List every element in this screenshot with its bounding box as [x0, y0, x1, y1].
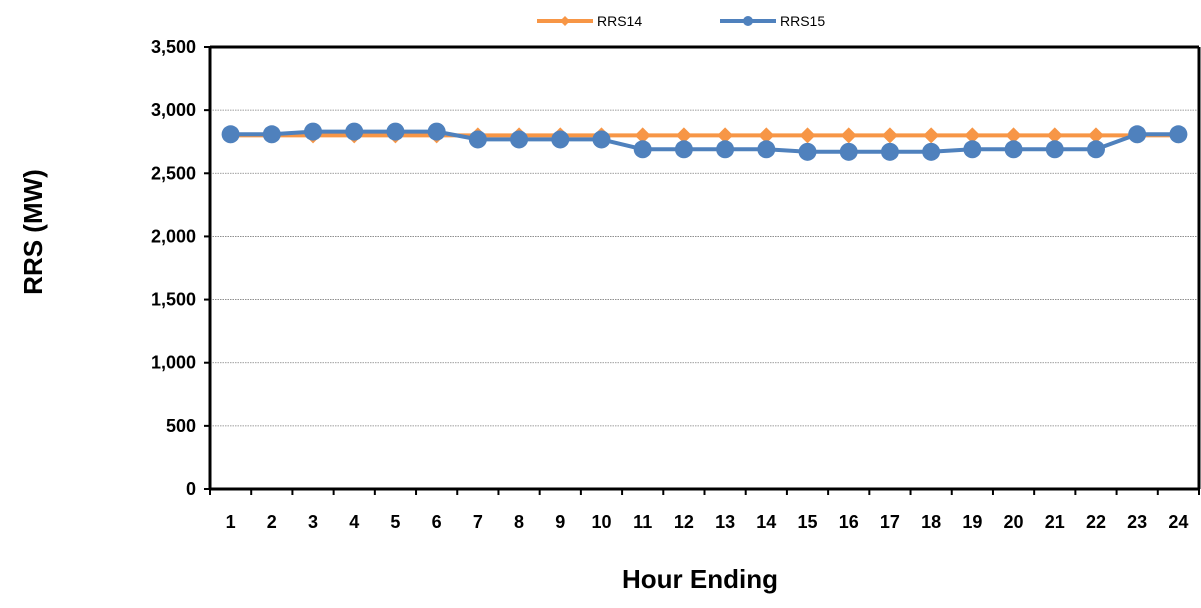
- data-point: [964, 127, 981, 144]
- y-tick-label: 2,000: [151, 226, 196, 246]
- y-tick-label: 3,500: [151, 37, 196, 57]
- x-tick-label: 22: [1086, 512, 1106, 532]
- data-point: [1046, 127, 1063, 144]
- x-tick-label: 14: [756, 512, 776, 532]
- x-tick-label: 24: [1168, 512, 1188, 532]
- data-point: [551, 130, 570, 149]
- x-tick-labels: 1 2 3 4 5 6 7 8 9 10 11 12 13 14 15 16 17 18 19 20 21 22 23 24: [226, 512, 1189, 532]
- x-tick-label: 12: [674, 512, 694, 532]
- x-axis-title: Hour Ending: [622, 564, 778, 594]
- data-point: [1169, 125, 1188, 144]
- data-point: [221, 125, 240, 144]
- data-point: [633, 140, 652, 159]
- legend-label: RRS14: [597, 13, 642, 29]
- axes: [204, 45, 1201, 495]
- x-tick-label: 19: [962, 512, 982, 532]
- series-markers: [221, 122, 1188, 161]
- data-point: [510, 130, 529, 149]
- x-tick-label: 16: [839, 512, 859, 532]
- series-lines: [230, 129, 1179, 154]
- data-point: [345, 122, 364, 141]
- data-point: [1004, 140, 1023, 159]
- data-point: [758, 127, 775, 144]
- x-tick-label: 10: [591, 512, 611, 532]
- legend-swatch-marker: [560, 16, 570, 26]
- legend-swatch-marker: [743, 16, 753, 26]
- data-point: [881, 127, 898, 144]
- data-point: [592, 130, 611, 149]
- x-tick-label: 4: [349, 512, 359, 532]
- x-tick-label: 23: [1127, 512, 1147, 532]
- y-tick-label: 1,000: [151, 353, 196, 373]
- data-point: [1128, 125, 1147, 144]
- data-point: [1086, 140, 1105, 159]
- x-tick-label: 13: [715, 512, 735, 532]
- data-point: [468, 130, 487, 149]
- x-tick-label: 8: [514, 512, 524, 532]
- data-point: [799, 127, 816, 144]
- data-point: [262, 125, 281, 144]
- x-tick-label: 20: [1004, 512, 1024, 532]
- x-tick-label: 3: [308, 512, 318, 532]
- y-tick-label: 500: [166, 416, 196, 436]
- x-tick-label: 6: [432, 512, 442, 532]
- x-tick-label: 5: [390, 512, 400, 532]
- x-tick-label: 17: [880, 512, 900, 532]
- data-point: [922, 142, 941, 161]
- y-axis-title: RRS (MW): [18, 169, 48, 295]
- data-point: [1087, 127, 1104, 144]
- data-point: [757, 140, 776, 159]
- x-tick-label: 2: [267, 512, 277, 532]
- data-point: [923, 127, 940, 144]
- x-tick-label: 18: [921, 512, 941, 532]
- data-point: [386, 122, 405, 141]
- data-point: [840, 127, 857, 144]
- legend-item-rrs14: RRS14: [537, 13, 642, 29]
- y-tick-label: 2,500: [151, 163, 196, 183]
- y-tick-label: 3,000: [151, 100, 196, 120]
- data-point: [839, 142, 858, 161]
- data-point: [798, 142, 817, 161]
- grid-lines: [210, 109, 1199, 427]
- x-tick-label: 11: [633, 512, 652, 532]
- data-point: [674, 140, 693, 159]
- data-point: [716, 140, 735, 159]
- y-tick-label: 1,500: [151, 290, 196, 310]
- data-point: [675, 127, 692, 144]
- data-point: [304, 122, 323, 141]
- data-point: [634, 127, 651, 144]
- x-tick-label: 7: [473, 512, 483, 532]
- data-point: [880, 142, 899, 161]
- y-tick-labels: 0 500 1,000 1,500 2,000 2,500 3,000 3,500: [151, 37, 196, 499]
- data-point: [717, 127, 734, 144]
- legend-item-rrs15: RRS15: [720, 13, 825, 29]
- x-tick-label: 21: [1045, 512, 1065, 532]
- data-point: [1005, 127, 1022, 144]
- x-tick-label: 1: [226, 512, 236, 532]
- legend: RRS14 RRS15: [537, 13, 825, 29]
- x-tick-label: 9: [555, 512, 565, 532]
- y-tick-label: 0: [186, 479, 196, 499]
- x-tick-label: 15: [798, 512, 818, 532]
- data-point: [1045, 140, 1064, 159]
- data-point: [427, 122, 446, 141]
- data-point: [963, 140, 982, 159]
- legend-label: RRS15: [780, 13, 825, 29]
